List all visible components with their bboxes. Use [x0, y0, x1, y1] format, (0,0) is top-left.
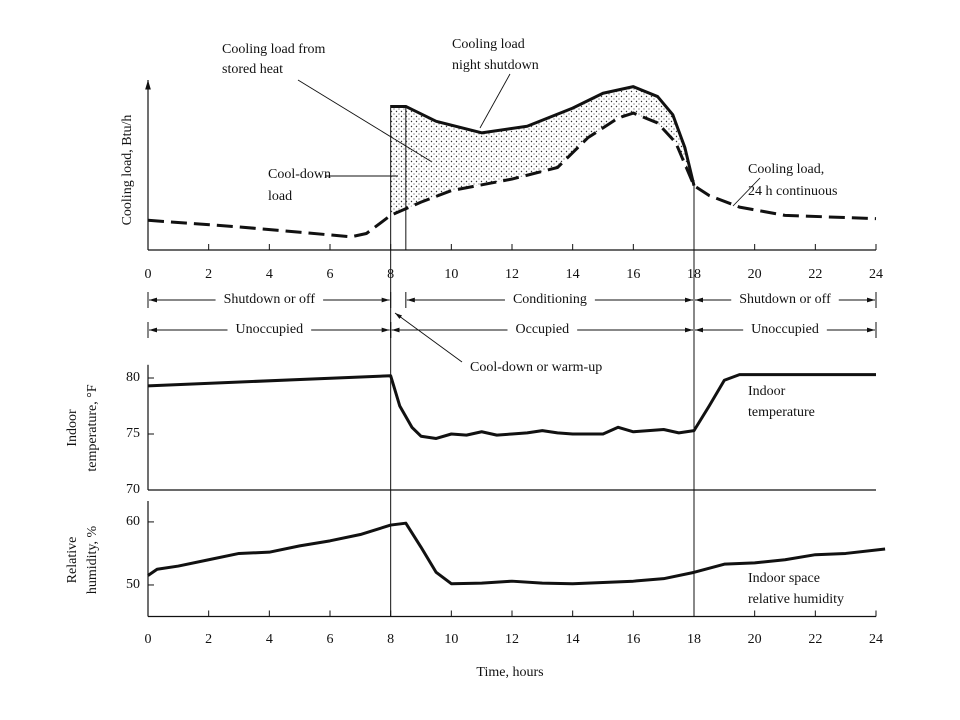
y-axis-label: Relative: [65, 537, 80, 584]
legend-label: temperature: [748, 405, 815, 420]
x-tick-label: 12: [505, 267, 519, 282]
x-axis-label: Time, hours: [476, 665, 543, 680]
legend-label: Indoor space: [748, 571, 820, 586]
x-tick-label: 14: [566, 267, 580, 282]
series-line: [147, 373, 876, 440]
legend-label: relative humidity: [748, 592, 844, 607]
x-tick-label: 10: [444, 267, 458, 282]
period-label: Unoccupied: [751, 322, 819, 337]
annotation: load: [268, 189, 292, 204]
leaders: [297, 73, 761, 363]
x-tick-label: 22: [808, 267, 822, 282]
y-tick-label: 80: [126, 370, 140, 385]
series-line: [147, 521, 886, 586]
stored-heat-region: [390, 86, 694, 216]
x-tick-label: 24: [869, 267, 883, 282]
x-tick-label: 8: [387, 632, 394, 647]
y-tick-label: 75: [126, 426, 140, 441]
y-axis-label: humidity, %: [85, 526, 100, 595]
annotation: Cooling load,: [748, 162, 824, 177]
x-tick-label: 0: [145, 632, 152, 647]
period-label: Conditioning: [513, 292, 587, 307]
x-tick-label: 16: [626, 632, 640, 647]
x-tick-label: 24: [869, 632, 883, 647]
x-tick-label: 20: [748, 267, 762, 282]
annotations: Cooling load from stored heat Cooling lo…: [65, 37, 844, 680]
period-label: Unoccupied: [236, 322, 304, 337]
period-label: Shutdown or off: [224, 292, 316, 307]
x-tick-label: 0: [145, 267, 152, 282]
annotation: Cool-down: [268, 167, 331, 182]
x-tick-label: 4: [266, 632, 273, 647]
x-tick-label: 4: [266, 267, 273, 282]
y-tick-label: 50: [126, 577, 140, 592]
x-tick-label: 16: [626, 267, 640, 282]
x-tick-label: 12: [505, 632, 519, 647]
x-tick-label: 22: [808, 632, 822, 647]
x-tick-label: 18: [687, 632, 701, 647]
y-axis-label: temperature, °F: [85, 384, 100, 471]
legend-label: Indoor: [748, 384, 786, 399]
annotation: stored heat: [222, 62, 283, 77]
y-tick-label: 70: [126, 482, 140, 497]
series-line: [390, 85, 696, 186]
x-tick-label: 6: [327, 632, 334, 647]
x-tick-label: 2: [205, 267, 212, 282]
y-axis-label: Cooling load, Btu/h: [120, 115, 135, 226]
callout-arrow: [394, 312, 463, 363]
annotation: 24 h continuous: [748, 184, 837, 199]
annotation: Cooling load: [452, 37, 525, 52]
x-tick-label: 10: [444, 632, 458, 647]
y-axis-label: Indoor: [65, 409, 80, 447]
leader: [479, 73, 511, 129]
series-line: [147, 111, 877, 239]
annotation: Cooling load from: [222, 42, 326, 57]
period-label: Occupied: [516, 322, 570, 337]
x-tick-label: 6: [327, 267, 334, 282]
callout: Cool-down or warm-up: [470, 360, 602, 375]
annotation: night shutdown: [452, 58, 539, 73]
y-tick-label: 60: [126, 514, 140, 529]
leader: [732, 177, 761, 207]
x-tick-label: 20: [748, 632, 762, 647]
period-label: Shutdown or off: [739, 292, 831, 307]
x-tick-label: 14: [566, 632, 580, 647]
x-tick-label: 2: [205, 632, 212, 647]
